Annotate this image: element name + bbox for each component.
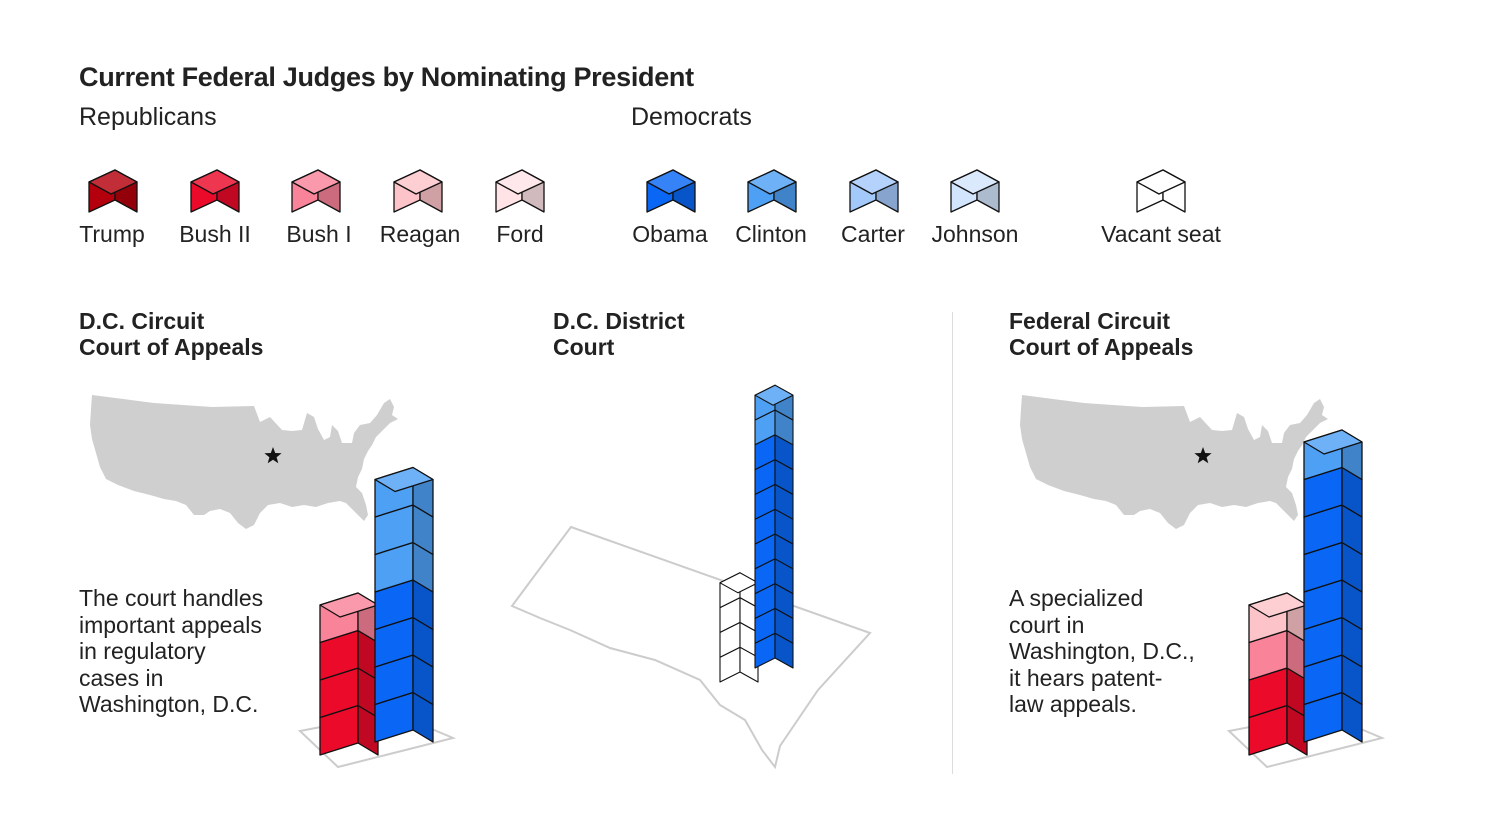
- court-stacks-dc-district: [719, 384, 794, 683]
- cube-dc-circuit-stack2-4-obama: [374, 579, 434, 631]
- legend-label-trump: Trump: [79, 221, 145, 247]
- legend-cube-ford: [495, 169, 545, 213]
- court-description-federal-circuit: A specialized court in Washington, D.C.,…: [1009, 585, 1195, 717]
- legend-cube-clinton: [747, 169, 797, 213]
- court-title-federal-circuit: Federal Circuit Court of Appeals: [1009, 308, 1194, 360]
- cube-dc-district-stack1-2-vacant: [719, 621, 759, 658]
- cube-dc-district-stack2-4-obama: [754, 558, 794, 595]
- cube-dc-circuit-stack1-4-bush1: [319, 592, 379, 644]
- dc-district-outline: [510, 525, 872, 770]
- legend-label-clinton: Clinton: [735, 221, 807, 247]
- cube-dc-district-stack2-3-obama: [754, 583, 794, 619]
- legend-cube-reagan: [393, 169, 443, 213]
- court-stacks-dc-circuit: [319, 466, 434, 756]
- legend-group-republicans: Republicans: [79, 103, 217, 131]
- cube-dc-district-stack1-4-vacant: [719, 572, 759, 609]
- cube-dc-district-stack2-10-clinton: [754, 409, 794, 446]
- court-title-dc-district: D.C. District Court: [553, 308, 685, 360]
- cube-federal-circuit-stack2-8-clinton: [1303, 429, 1363, 481]
- cube-dc-district-stack1-1-vacant: [719, 646, 759, 683]
- cube-dc-circuit-stack2-2-obama: [374, 654, 434, 706]
- legend-cube-trump: [88, 169, 138, 213]
- cube-federal-circuit-stack1-2-bush2: [1248, 667, 1308, 719]
- legend-label-bush1: Bush I: [286, 221, 352, 247]
- court-description-dc-circuit: The court handles important appeals in r…: [79, 585, 264, 717]
- legend-label-carter: Carter: [841, 221, 905, 247]
- legend-cube-bush2: [190, 169, 240, 213]
- us-map-dc-circuit: [90, 395, 398, 529]
- legend-group-democrats: Democrats: [631, 103, 752, 131]
- court-stacks-federal-circuit: [1248, 429, 1363, 756]
- cube-dc-district-stack2-11-clinton: [754, 384, 794, 421]
- legend-cube-johnson: [950, 169, 1000, 213]
- cube-federal-circuit-stack2-6-obama: [1303, 504, 1363, 556]
- legend-cube-vacant: [1136, 169, 1186, 213]
- legend-cube-bush1: [291, 169, 341, 213]
- legend-cube-carter: [849, 169, 899, 213]
- legend-label-ford: Ford: [496, 221, 544, 247]
- section-divider: [952, 312, 953, 774]
- cube-federal-circuit-stack2-3-obama: [1303, 616, 1363, 668]
- cube-federal-circuit-stack1-4-reagan: [1248, 592, 1308, 644]
- us-map-federal-circuit: [1020, 395, 1328, 529]
- cube-dc-district-stack2-1-obama: [754, 632, 794, 669]
- cube-dc-district-stack2-7-obama: [754, 483, 794, 520]
- court-title-dc-circuit: D.C. Circuit Court of Appeals: [79, 308, 264, 360]
- cube-dc-circuit-stack2-5-clinton: [374, 541, 434, 593]
- cube-dc-circuit-stack1-1-bush2: [319, 704, 379, 756]
- legend-label-reagan: Reagan: [379, 221, 461, 247]
- chart-title: Current Federal Judges by Nominating Pre…: [79, 62, 694, 92]
- legend-label-bush2: Bush II: [179, 221, 251, 247]
- legend-label-johnson: Johnson: [931, 221, 1019, 247]
- cube-dc-circuit-stack2-7-clinton: [374, 466, 434, 518]
- legend-cube-obama: [646, 169, 696, 213]
- legend-label-vacant: Vacant seat: [1101, 221, 1221, 247]
- cube-dc-district-stack2-8-obama: [754, 459, 794, 495]
- legend-label-obama: Obama: [632, 221, 708, 247]
